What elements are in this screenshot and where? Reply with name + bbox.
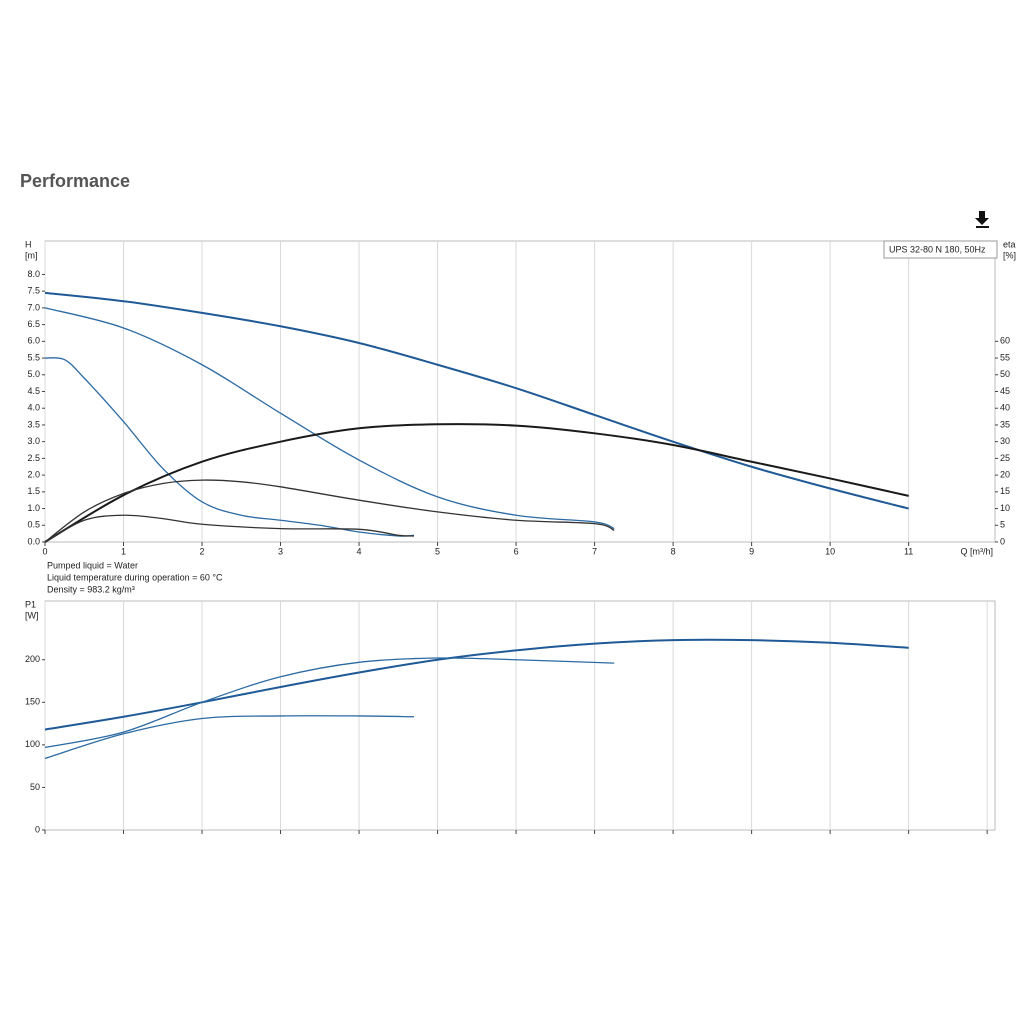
x-tick-label: 7 bbox=[592, 546, 597, 556]
y-tick-label: 7.0 bbox=[27, 302, 40, 312]
y2-tick-label: 30 bbox=[1000, 436, 1010, 446]
y2-tick-label: 25 bbox=[1000, 453, 1010, 463]
y-tick-label: 8.0 bbox=[27, 269, 40, 279]
y-tick-label: 5.5 bbox=[27, 352, 40, 362]
y-tick-label: 50 bbox=[30, 782, 40, 792]
y-tick-label: 2.5 bbox=[27, 453, 40, 463]
y-tick-label: 7.5 bbox=[27, 286, 40, 296]
y-tick-label: 0 bbox=[35, 824, 40, 834]
y2-tick-label: 60 bbox=[1000, 336, 1010, 346]
curve bbox=[44, 291, 909, 510]
y-axis-label: P1 bbox=[25, 599, 36, 609]
y2-tick-label: 50 bbox=[1000, 369, 1010, 379]
y-tick-label: 0.5 bbox=[27, 520, 40, 530]
x-tick-label: 5 bbox=[435, 546, 440, 556]
y2-tick-label: 20 bbox=[1000, 469, 1010, 479]
y-tick-label: 200 bbox=[25, 654, 40, 664]
y-axis-label: H bbox=[25, 239, 32, 249]
curve bbox=[44, 638, 909, 731]
curve bbox=[44, 514, 415, 543]
legend-box bbox=[883, 240, 998, 259]
legend-text: UPS 32-80 N 180, 50Hz bbox=[889, 244, 986, 254]
y2-axis-label: eta bbox=[1003, 239, 1016, 249]
y-tick-label: 2.0 bbox=[27, 469, 40, 479]
x-tick-label: 9 bbox=[749, 546, 754, 556]
y2-tick-label: 10 bbox=[1000, 503, 1010, 513]
x-tick-label: 6 bbox=[514, 546, 519, 556]
x-tick-label: 0 bbox=[42, 546, 47, 556]
y-axis-label: [W] bbox=[25, 610, 39, 620]
plot-area bbox=[44, 600, 996, 831]
curve bbox=[44, 307, 615, 530]
y2-tick-label: 40 bbox=[1000, 403, 1010, 413]
x-axis-label: Q [m³/h] bbox=[960, 546, 993, 556]
y-tick-label: 150 bbox=[25, 697, 40, 707]
curve bbox=[44, 357, 415, 537]
curve bbox=[44, 423, 909, 543]
x-tick-label: 1 bbox=[121, 546, 126, 556]
y-tick-label: 0.0 bbox=[27, 536, 40, 546]
y2-tick-label: 55 bbox=[1000, 352, 1010, 362]
curve bbox=[44, 715, 415, 760]
x-tick-label: 3 bbox=[278, 546, 283, 556]
curve bbox=[44, 479, 615, 543]
y2-axis-label: [%] bbox=[1003, 250, 1016, 260]
x-tick-label: 4 bbox=[357, 546, 362, 556]
plot-area bbox=[44, 240, 996, 543]
note: Pumped liquid = Water bbox=[47, 560, 138, 570]
download-button[interactable] bbox=[975, 211, 989, 228]
y-tick-label: 3.5 bbox=[27, 419, 40, 429]
y2-tick-label: 0 bbox=[1000, 536, 1005, 546]
note: Liquid temperature during operation = 60… bbox=[47, 572, 223, 582]
y-tick-label: 3.0 bbox=[27, 436, 40, 446]
y-axis-label: [m] bbox=[25, 250, 38, 260]
page-title: Performance bbox=[20, 171, 130, 191]
y-tick-label: 4.5 bbox=[27, 386, 40, 396]
x-tick-label: 10 bbox=[825, 546, 835, 556]
y2-tick-label: 35 bbox=[1000, 419, 1010, 429]
y2-tick-label: 45 bbox=[1000, 386, 1010, 396]
x-tick-label: 2 bbox=[200, 546, 205, 556]
y-tick-label: 1.5 bbox=[27, 486, 40, 496]
x-tick-label: 8 bbox=[671, 546, 676, 556]
y-tick-label: 100 bbox=[25, 739, 40, 749]
curve bbox=[44, 657, 615, 749]
y-tick-label: 4.0 bbox=[27, 403, 40, 413]
y2-tick-label: 5 bbox=[1000, 520, 1005, 530]
x-tick-label: 11 bbox=[904, 546, 913, 556]
note: Density = 983.2 kg/m³ bbox=[47, 584, 135, 594]
y2-tick-label: 15 bbox=[1000, 486, 1010, 496]
y-tick-label: 1.0 bbox=[27, 503, 40, 513]
y-tick-label: 6.0 bbox=[27, 336, 40, 346]
y-tick-label: 6.5 bbox=[27, 319, 40, 329]
y-tick-label: 5.0 bbox=[27, 369, 40, 379]
